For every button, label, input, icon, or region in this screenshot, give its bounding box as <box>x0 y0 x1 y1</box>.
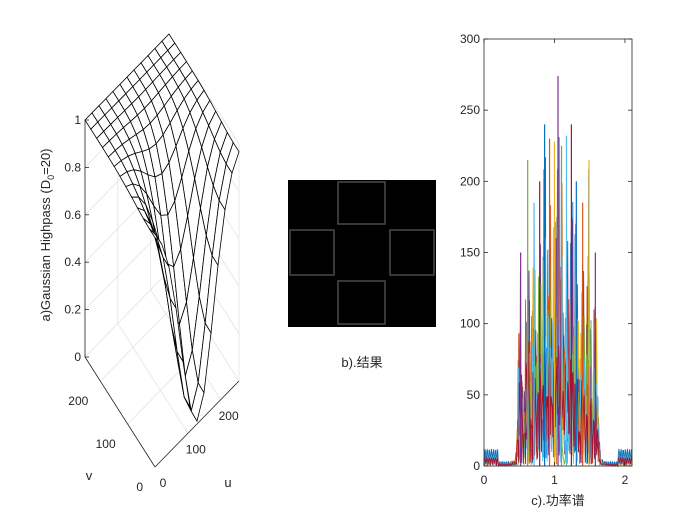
result-block-left <box>289 229 335 276</box>
surface-zlabel-subscript: 0 <box>46 175 56 180</box>
u-axis-line <box>154 380 240 468</box>
z-tick-label: 0.8 <box>64 160 81 174</box>
y-tick-label: 150 <box>460 246 480 260</box>
v-tick-label: 100 <box>96 437 116 451</box>
result-image-caption: b).结果 <box>341 355 382 370</box>
surface-ticks: 0 0.2 0.4 0.6 0.8 1 0 100 200 0 100 200 <box>64 113 240 494</box>
y-tick-label: 0 <box>473 459 480 473</box>
y-tick-label: 50 <box>467 388 481 402</box>
surface-zlabel: a)Gaussian Highpass (D0=20) <box>38 148 56 321</box>
v-axis-line <box>84 356 156 468</box>
x-tick-label: 1 <box>551 473 558 487</box>
u-tick-label: 200 <box>219 409 239 423</box>
y-tick-label: 200 <box>460 174 480 188</box>
surface-plot: 0 0.2 0.4 0.6 0.8 1 0 100 200 0 100 200 a)Gaussian … <box>38 33 240 494</box>
v-tick-label: 0 <box>136 480 143 494</box>
z-tick-label: 0.4 <box>64 255 81 269</box>
result-image-background <box>288 180 436 327</box>
spectrum-series <box>483 76 633 468</box>
surface-zlabel-tail: =20) <box>38 148 53 174</box>
floor-grid-line <box>117 323 189 434</box>
surface-mesh <box>84 33 240 423</box>
u-tick-label: 0 <box>160 476 167 490</box>
wall-grid-line <box>84 270 170 358</box>
surface-ylabel: v <box>86 468 93 483</box>
z-tick-label: 0 <box>74 350 81 364</box>
u-tick-label: 100 <box>186 442 206 456</box>
y-tick-label: 100 <box>460 317 480 331</box>
surface-xlabel: u <box>224 475 231 490</box>
spectrum-xlabel: c).功率谱 <box>531 493 584 508</box>
y-tick-label: 250 <box>460 103 480 117</box>
z-tick-label: 0.2 <box>64 303 81 317</box>
x-tick-label: 2 <box>622 473 629 487</box>
v-tick-label: 200 <box>68 394 88 408</box>
mesh-cell <box>225 141 240 174</box>
z-tick-label: 0.6 <box>64 208 81 222</box>
x-tick-label: 0 <box>481 473 488 487</box>
y-tick-label: 300 <box>460 32 480 46</box>
power-spectrum-plot: 0 50 100 150 200 250 300 0 1 2 c).功率谱 <box>460 32 633 508</box>
z-tick-label: 1 <box>74 113 81 127</box>
result-image: b).结果 <box>288 180 436 370</box>
result-block-top <box>337 181 386 225</box>
result-block-bottom <box>337 280 386 325</box>
spectrum-ticks: 0 50 100 150 200 250 300 0 1 2 <box>460 32 632 487</box>
result-block-right <box>389 229 435 276</box>
